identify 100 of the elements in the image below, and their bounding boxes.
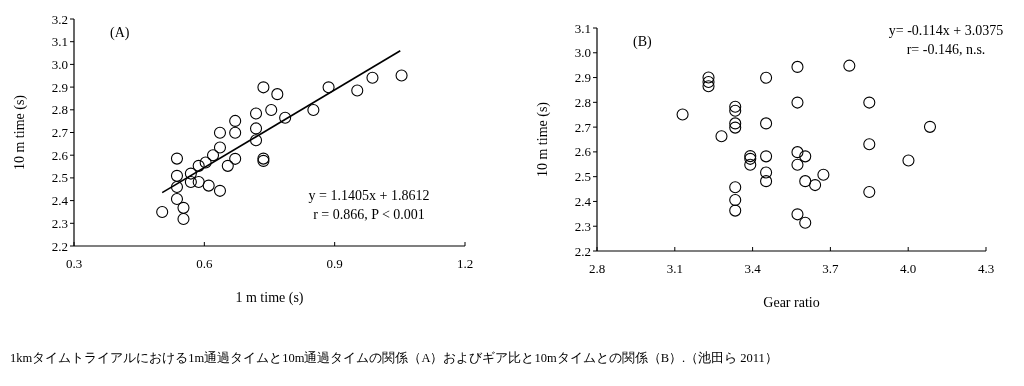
point bbox=[229, 114, 242, 127]
annotation: y= -0.114x + 3.0375 r= -0.146, n.s. bbox=[888, 23, 1004, 57]
point bbox=[923, 120, 937, 133]
y-tick-label: 2.9 bbox=[51, 79, 68, 95]
point bbox=[202, 179, 215, 192]
point bbox=[729, 100, 742, 113]
x-tick-label: 0.9 bbox=[326, 256, 343, 271]
y-tick-label: 2.8 bbox=[51, 102, 68, 118]
x-tick-label: 0.6 bbox=[196, 256, 213, 271]
point bbox=[760, 117, 773, 130]
y-tick-label: 2.5 bbox=[51, 170, 68, 186]
point bbox=[702, 71, 715, 84]
point bbox=[307, 103, 320, 117]
point bbox=[257, 81, 270, 94]
x-tick-label: 3.7 bbox=[822, 261, 840, 276]
y-axis-title: 10 m time (s) bbox=[12, 94, 28, 171]
point bbox=[170, 169, 184, 182]
point bbox=[791, 96, 804, 109]
y-tick-label: 3.1 bbox=[51, 34, 68, 50]
y-axis-title: 10 m time (s) bbox=[535, 101, 551, 178]
y-tick-label: 2.3 bbox=[51, 215, 68, 231]
point bbox=[184, 175, 197, 189]
point bbox=[229, 152, 242, 165]
y-tick-label: 2.2 bbox=[574, 243, 591, 259]
point bbox=[213, 126, 227, 139]
point bbox=[702, 80, 715, 93]
point bbox=[249, 107, 263, 120]
point bbox=[249, 122, 263, 135]
text: 1kmタイムトライアルにおける1m通過タイムと10m通過タイムの関係（A）およびギア比と10mタイムとの関係（B）.（池田ら 2011） bbox=[10, 351, 778, 365]
y-tick-label: 2.6 bbox=[51, 147, 69, 163]
x-axis-title: 1 m time (s) bbox=[235, 290, 304, 306]
point bbox=[791, 146, 804, 159]
point bbox=[809, 179, 822, 192]
x-tick-label: 1.2 bbox=[456, 256, 474, 271]
x-tick-label: 0.3 bbox=[65, 256, 83, 271]
annotation: (B) bbox=[633, 34, 652, 50]
point bbox=[791, 208, 804, 221]
point bbox=[395, 69, 408, 82]
y-tick-label: 2.7 bbox=[574, 119, 592, 135]
point bbox=[199, 156, 212, 169]
point bbox=[206, 149, 220, 162]
point bbox=[279, 111, 292, 124]
point bbox=[744, 158, 757, 171]
point bbox=[791, 158, 804, 171]
point bbox=[192, 159, 205, 172]
point bbox=[843, 59, 856, 72]
point bbox=[760, 175, 773, 188]
point bbox=[729, 204, 742, 217]
x-axis-title: Gear ratio bbox=[763, 295, 820, 310]
x-tick-label: 2.8 bbox=[588, 261, 606, 276]
annotation: y = 1.1405x + 1.8612 r = 0.866, P < 0.001 bbox=[308, 188, 430, 222]
y-tick-label: 2.9 bbox=[574, 70, 591, 86]
point bbox=[729, 121, 742, 134]
point bbox=[799, 175, 812, 188]
y-tick-label: 2.5 bbox=[574, 169, 591, 185]
point bbox=[184, 167, 197, 180]
point bbox=[760, 150, 773, 163]
point bbox=[213, 184, 227, 197]
point bbox=[729, 193, 742, 207]
y-tick-label: 2.4 bbox=[574, 193, 592, 209]
y-tick-label: 2.4 bbox=[51, 193, 69, 209]
point bbox=[170, 152, 184, 165]
point bbox=[863, 96, 876, 109]
point bbox=[213, 141, 227, 154]
y-tick-label: 2.2 bbox=[51, 238, 68, 254]
point bbox=[366, 71, 379, 84]
point bbox=[676, 108, 689, 121]
point bbox=[902, 154, 915, 167]
point bbox=[715, 130, 728, 143]
point bbox=[177, 212, 190, 226]
point bbox=[729, 104, 742, 117]
point bbox=[791, 60, 804, 73]
point bbox=[729, 181, 742, 194]
point bbox=[322, 81, 335, 94]
point bbox=[817, 168, 830, 181]
x-tick-label: 4.3 bbox=[977, 261, 995, 276]
y-tick-label: 2.6 bbox=[574, 144, 592, 160]
y-tick-label: 3.0 bbox=[574, 45, 591, 61]
point bbox=[249, 134, 263, 147]
x-tick-label: 4.0 bbox=[900, 261, 917, 276]
x-tick-label: 3.4 bbox=[744, 261, 762, 276]
point bbox=[863, 185, 876, 199]
point bbox=[760, 71, 773, 84]
point bbox=[729, 117, 742, 130]
y-tick-label: 3.2 bbox=[51, 11, 68, 27]
point bbox=[863, 138, 876, 151]
point bbox=[221, 159, 234, 172]
point bbox=[170, 192, 184, 206]
y-tick-label: 3.0 bbox=[51, 56, 68, 72]
point bbox=[156, 205, 169, 218]
x-tick-label: 3.1 bbox=[666, 261, 683, 276]
point bbox=[799, 216, 812, 229]
y-tick-label: 3.1 bbox=[574, 20, 591, 36]
point bbox=[760, 166, 773, 179]
point bbox=[170, 180, 184, 194]
point bbox=[265, 103, 278, 117]
point bbox=[799, 150, 812, 163]
point bbox=[271, 88, 284, 101]
y-tick-label: 2.7 bbox=[51, 125, 69, 140]
y-tick-label: 2.3 bbox=[574, 218, 591, 234]
